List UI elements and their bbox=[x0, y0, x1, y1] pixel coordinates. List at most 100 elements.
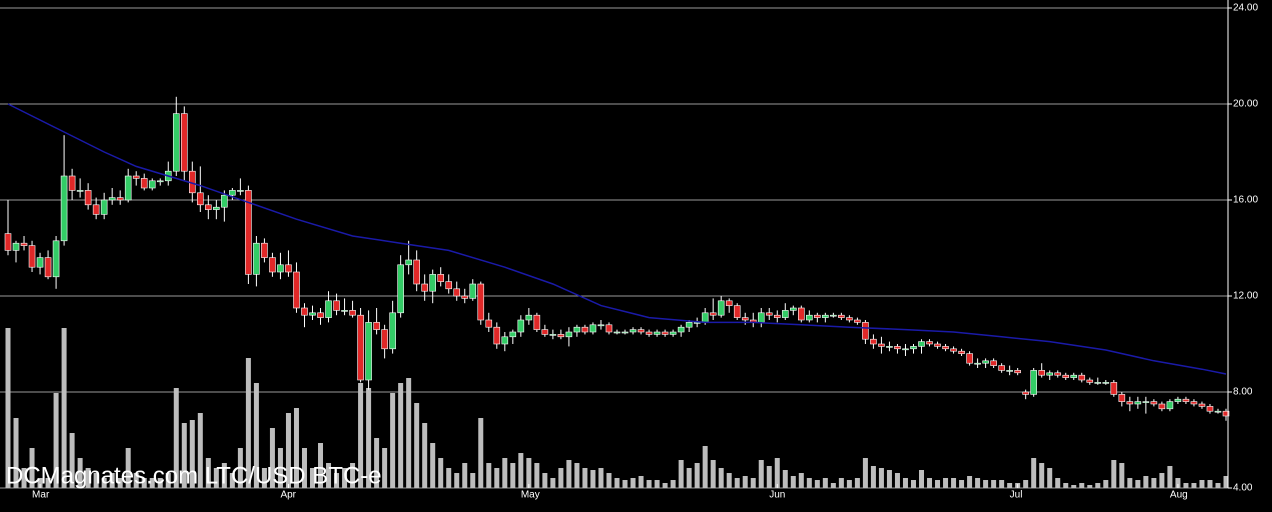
volume-bar bbox=[1023, 480, 1029, 488]
candle-body bbox=[317, 312, 324, 318]
volume-bar bbox=[253, 383, 259, 488]
candle-body bbox=[381, 329, 388, 350]
volume-bar bbox=[534, 463, 540, 488]
volume-bar bbox=[1095, 483, 1101, 488]
volume-bar bbox=[45, 478, 51, 488]
candle-body bbox=[132, 175, 140, 179]
volume-bar bbox=[999, 480, 1005, 488]
volume-bar bbox=[1191, 483, 1197, 488]
volume-bar bbox=[342, 468, 348, 488]
volume-bar bbox=[598, 468, 604, 488]
candle-body bbox=[597, 324, 605, 327]
candle-body bbox=[701, 312, 709, 323]
volume-bar bbox=[654, 480, 660, 488]
candle-body bbox=[245, 190, 252, 275]
candle-body bbox=[1150, 401, 1158, 405]
candle-body bbox=[982, 360, 989, 364]
volume-bar bbox=[37, 478, 43, 488]
volume-bar bbox=[830, 483, 836, 488]
candle-body bbox=[1214, 410, 1222, 413]
volume-bar bbox=[358, 383, 364, 488]
candle-body bbox=[918, 341, 925, 347]
candle-body bbox=[213, 206, 220, 210]
candle-body bbox=[1174, 398, 1182, 402]
candle-body bbox=[517, 319, 525, 333]
volume-bar bbox=[1167, 466, 1173, 488]
candle-body bbox=[365, 322, 372, 381]
volume-bar bbox=[261, 468, 267, 488]
volume-bar bbox=[13, 418, 19, 488]
volume-bar bbox=[181, 423, 187, 488]
candle-body bbox=[405, 259, 412, 266]
candle-body bbox=[1118, 394, 1126, 402]
candle-body bbox=[1094, 382, 1102, 384]
candle-body bbox=[733, 305, 741, 318]
x-tick-label: Jun bbox=[769, 490, 785, 501]
candle-body bbox=[773, 314, 781, 318]
candle-body bbox=[830, 314, 837, 317]
volume-bar bbox=[766, 466, 772, 488]
candle-body bbox=[958, 350, 965, 354]
volume-bar bbox=[862, 458, 868, 488]
candles bbox=[4, 96, 1230, 421]
candle-body bbox=[124, 175, 132, 201]
volume-bar bbox=[486, 463, 492, 488]
candle-body bbox=[229, 190, 236, 196]
volume-bar bbox=[870, 466, 876, 488]
y-tick-label: 24.00 bbox=[1233, 3, 1258, 14]
volume-bar bbox=[101, 478, 107, 488]
volume-bar bbox=[149, 478, 155, 488]
volume-bar bbox=[943, 478, 949, 488]
volume-bar bbox=[422, 423, 428, 488]
candle-body bbox=[253, 242, 260, 275]
volume-bar bbox=[1111, 460, 1117, 488]
candle-body bbox=[862, 322, 869, 340]
candle-body bbox=[1182, 398, 1190, 402]
candle-body bbox=[172, 113, 180, 172]
candle-body bbox=[477, 283, 485, 321]
volume-bar bbox=[165, 473, 171, 488]
x-tick-label: Mar bbox=[32, 490, 50, 501]
volume-bar bbox=[662, 483, 668, 488]
candle-body bbox=[397, 264, 404, 314]
candle-body bbox=[1222, 410, 1230, 417]
volume-bar bbox=[838, 478, 844, 488]
volume-bar bbox=[173, 388, 179, 488]
candle-body bbox=[589, 324, 597, 333]
candle-body bbox=[501, 336, 509, 345]
volume-bar bbox=[85, 468, 91, 488]
volume-bar bbox=[502, 458, 508, 488]
volume-bar bbox=[478, 418, 484, 488]
volume-bar bbox=[590, 470, 596, 488]
candle-body bbox=[1030, 370, 1037, 395]
volume-bar bbox=[454, 473, 460, 488]
volume-bar bbox=[366, 388, 372, 488]
volume-bar bbox=[1127, 478, 1133, 488]
volume-bar bbox=[558, 468, 564, 488]
volume-bar bbox=[221, 463, 227, 488]
candle-body bbox=[389, 312, 396, 350]
candle-body bbox=[373, 322, 380, 330]
volume-bar bbox=[910, 480, 916, 488]
candle-body bbox=[1158, 403, 1166, 410]
y-tick-label: 8.00 bbox=[1233, 387, 1253, 398]
volume-bar bbox=[1031, 458, 1037, 488]
volume-bar bbox=[1039, 463, 1045, 488]
volume-bar bbox=[285, 413, 291, 488]
candle-body bbox=[12, 242, 20, 251]
candle-body bbox=[52, 240, 60, 278]
candle-body bbox=[910, 346, 917, 350]
volume-bar bbox=[1063, 483, 1069, 488]
grid bbox=[0, 7, 1228, 489]
volume-bar bbox=[991, 480, 997, 488]
volume-bar bbox=[959, 480, 965, 488]
volume-bar bbox=[1135, 480, 1141, 488]
volume-bar bbox=[975, 478, 981, 488]
volume-bar bbox=[494, 468, 500, 488]
candle-body bbox=[1078, 374, 1086, 381]
candle-body bbox=[469, 283, 477, 299]
volume-bar bbox=[886, 470, 892, 488]
candle-body bbox=[653, 331, 661, 335]
volume-bar bbox=[742, 476, 748, 488]
